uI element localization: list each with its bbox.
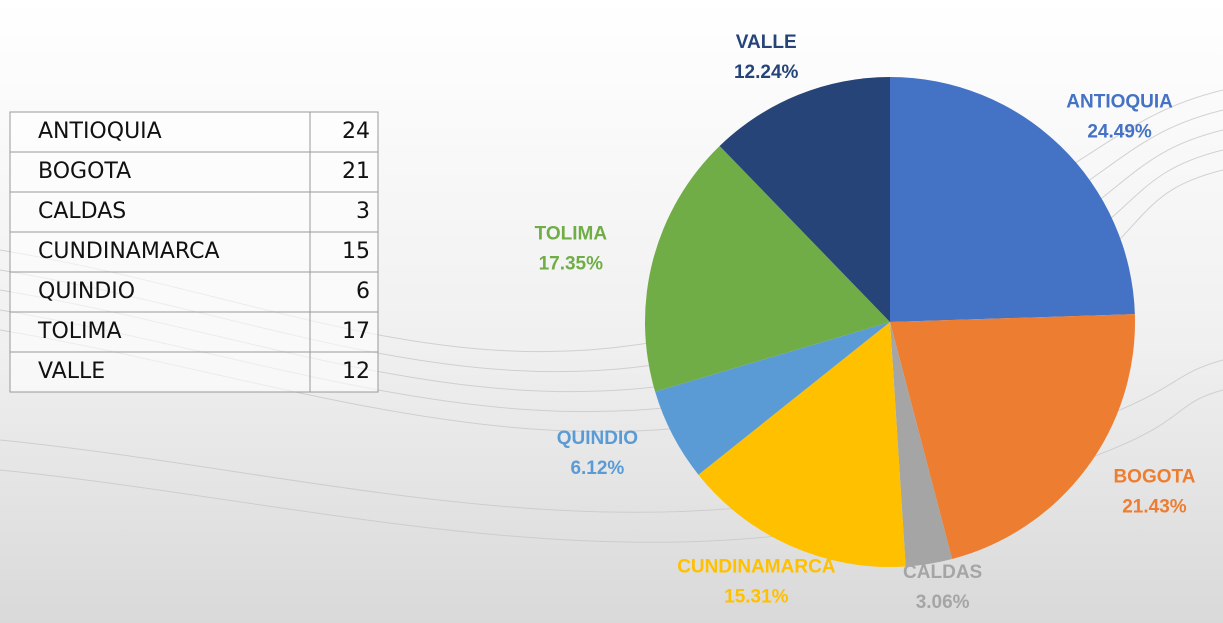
data-table: ANTIOQUIA 24 BOGOTA 21 CALDAS 3 CUNDINAMARCA 15… [10,112,378,392]
table-cell-count: 12 [342,359,370,384]
table-cell-name: TOLIMA [37,319,122,344]
table-cell-count: 24 [342,119,370,144]
slice-label-name: ANTIOQUIA [1066,91,1173,112]
table-cell-name: BOGOTA [38,159,131,184]
slice-label-name: VALLE [736,32,797,53]
slice-label-name: CUNDINAMARCA [677,557,836,578]
slice-label-value: 24.49% [1087,121,1152,142]
slice-label-value: 3.06% [916,592,970,613]
table-cell-name: ANTIOQUIA [38,119,162,144]
table-cell-count: 17 [342,319,370,344]
table-cell-name: CALDAS [38,199,126,224]
table-cell-count: 15 [342,239,370,264]
table-cell-count: 3 [356,199,370,224]
table-cell-count: 6 [356,279,370,304]
table-cell-name: CUNDINAMARCA [38,239,220,264]
slice-label-value: 15.31% [724,587,789,608]
slice-label-value: 17.35% [539,254,604,275]
slice-label-value: 6.12% [570,458,624,479]
slice-label-value: 12.24% [734,62,799,83]
table-cell-count: 21 [342,159,370,184]
slice-label-name: TOLIMA [535,224,608,245]
slice-label-value: 21.43% [1122,496,1187,517]
slice-label-name: BOGOTA [1113,466,1195,487]
table-cell-name: QUINDIO [38,279,135,304]
table-cell-name: VALLE [38,359,105,384]
slice-label-name: QUINDIO [557,428,638,449]
page: ANTIOQUIA 24 BOGOTA 21 CALDAS 3 CUNDINAMARCA 15… [0,0,1223,623]
slice-label-name: CALDAS [903,562,982,583]
